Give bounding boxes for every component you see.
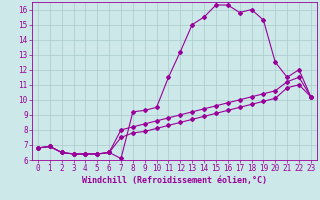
X-axis label: Windchill (Refroidissement éolien,°C): Windchill (Refroidissement éolien,°C) — [82, 176, 267, 185]
